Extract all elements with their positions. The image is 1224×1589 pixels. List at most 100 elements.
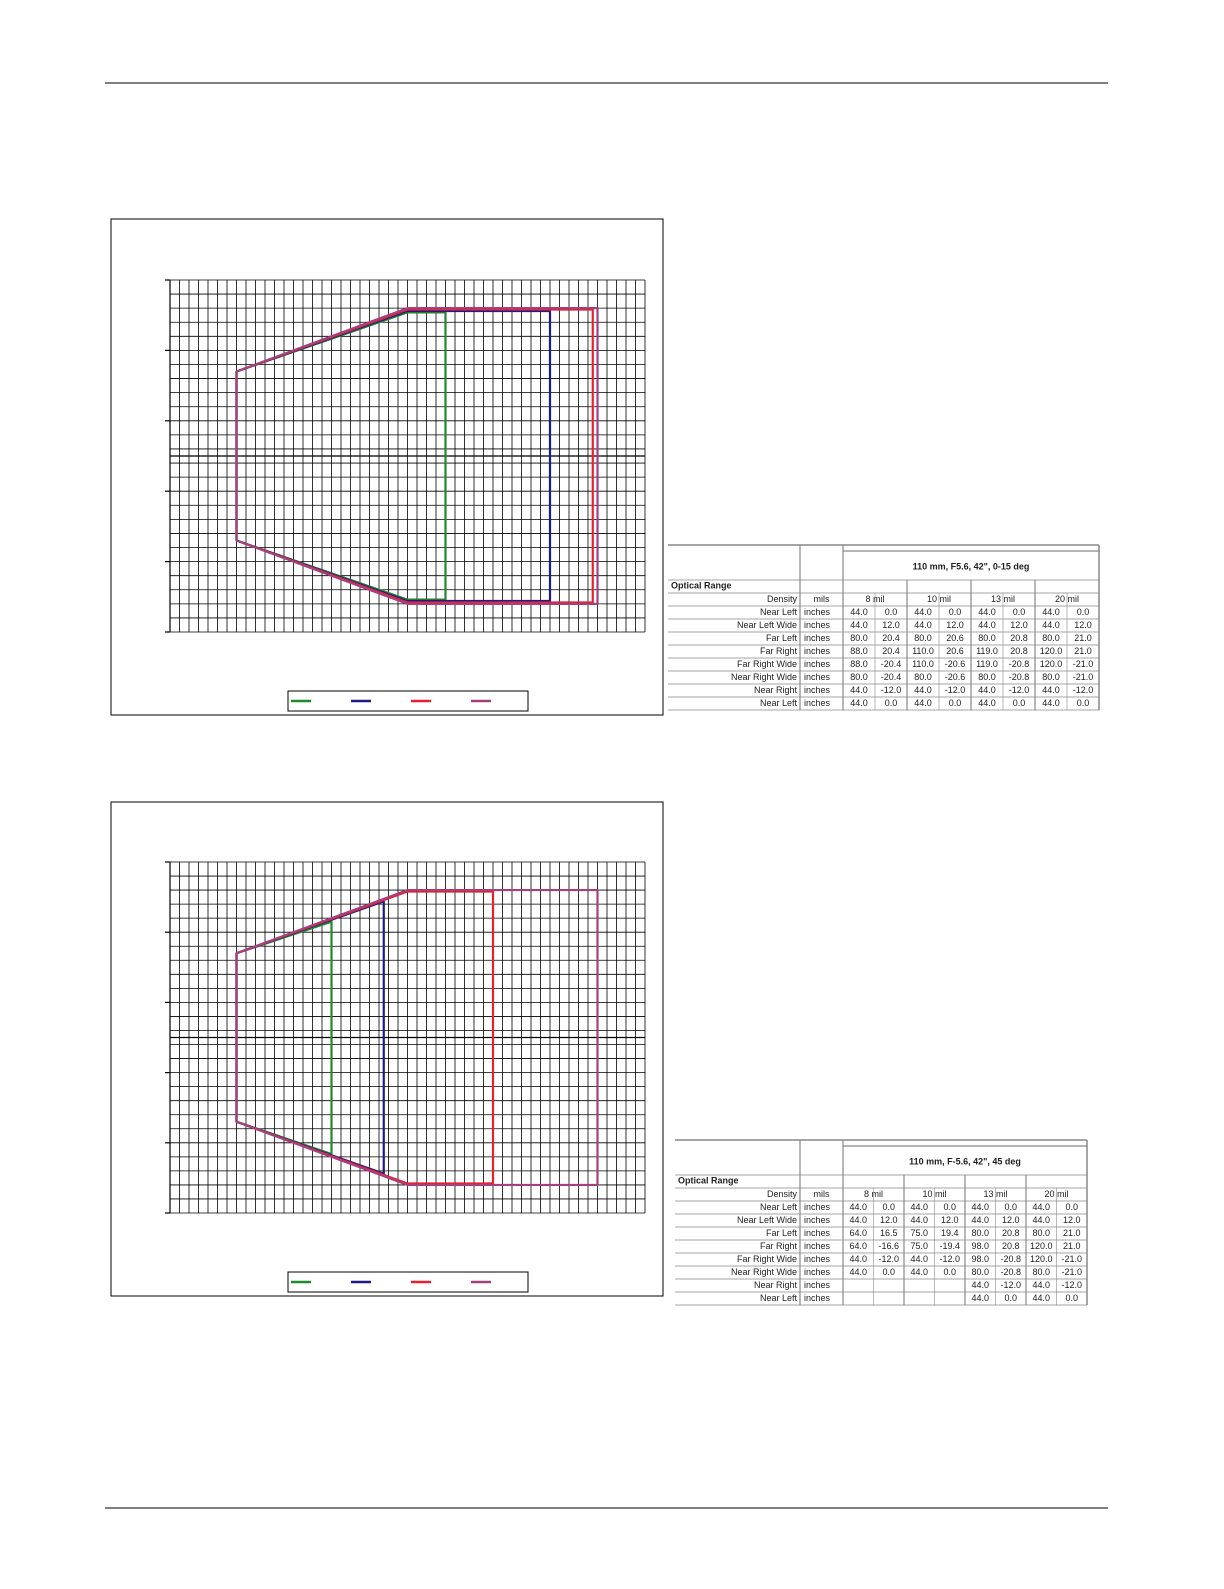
table-cell: 119.0: [976, 659, 998, 669]
table-cell: 12.0: [880, 1215, 898, 1225]
table-cell: 19.4: [941, 1228, 959, 1238]
row-label: Far Right Wide: [737, 659, 797, 669]
table-cell: 12.0: [882, 620, 900, 630]
table-cell: 80.0: [971, 1228, 989, 1238]
table-cell: 44.0: [971, 1202, 989, 1212]
table-cell: -20.4: [881, 659, 902, 669]
table-cell: 44.0: [850, 698, 868, 708]
table-cell: 120.0: [1040, 646, 1063, 656]
table-cell: 120.0: [1030, 1241, 1053, 1251]
table-cell: -12.0: [1073, 685, 1094, 695]
table-cell: 0.0: [1004, 1293, 1017, 1303]
table-cell: 0.0: [943, 1202, 956, 1212]
table-cell: -20.8: [1000, 1267, 1021, 1277]
table-cell: 44.0: [1042, 685, 1060, 695]
legend: [287, 1271, 529, 1293]
row-unit: inches: [804, 1280, 831, 1290]
row-unit: inches: [804, 633, 831, 643]
row-unit: inches: [804, 646, 831, 656]
row-unit: inches: [804, 607, 831, 617]
table-cell: 0.0: [885, 698, 898, 708]
row-label: Far Left: [766, 633, 798, 643]
row-unit: inches: [804, 685, 831, 695]
table-cell: -20.8: [1009, 659, 1030, 669]
table-cell: 20.8: [1010, 646, 1028, 656]
table-cell: 80.0: [850, 672, 868, 682]
table-cell: -20.8: [1009, 672, 1030, 682]
table-cell: 80.0: [850, 633, 868, 643]
row-unit: inches: [804, 698, 831, 708]
row-label: Near Left: [760, 1202, 798, 1212]
table-cell: 0.0: [885, 607, 898, 617]
table-cell: 0.0: [943, 1267, 956, 1277]
table-cell: 98.0: [971, 1254, 989, 1264]
table-cell: 0.0: [1065, 1202, 1078, 1212]
table-cell: 0.0: [1004, 1202, 1017, 1212]
table-cell: 44.0: [1032, 1280, 1050, 1290]
table-section: Optical Range: [678, 1175, 739, 1185]
table-cell: -12.0: [1061, 1280, 1082, 1290]
table-cell: 44.0: [850, 607, 868, 617]
table-cell: 20.8: [1002, 1241, 1020, 1251]
table-cell: 44.0: [1042, 698, 1060, 708]
table-cell: 44.0: [978, 685, 996, 695]
table-cell: 0.0: [1013, 698, 1026, 708]
table-cell: -21.0: [1061, 1254, 1082, 1264]
table-cell: 44.0: [971, 1215, 989, 1225]
table-cell: 110.0: [912, 646, 934, 656]
table-cell: 75.0: [910, 1241, 928, 1251]
row-label: Near Left: [760, 698, 798, 708]
table-cell: 20.6: [946, 633, 964, 643]
table-cell: 44.0: [914, 685, 932, 695]
chart-frame: [110, 801, 664, 1297]
table-cell: 88.0: [850, 646, 868, 656]
row-label: Near Right Wide: [731, 672, 797, 682]
series-line: [235, 888, 599, 1187]
table-cell: 44.0: [850, 620, 868, 630]
table-cell: -12.0: [939, 1254, 960, 1264]
legend: [287, 690, 529, 712]
table-cell: -21.0: [1073, 659, 1094, 669]
table-cell: -20.8: [1000, 1254, 1021, 1264]
table-header: Density: [767, 594, 798, 604]
table-cell: 75.0: [910, 1228, 928, 1238]
row-label: Near Right Wide: [731, 1267, 797, 1277]
table-cell: 44.0: [1032, 1202, 1050, 1212]
table-cell: 44.0: [910, 1267, 928, 1277]
table-cell: 44.0: [1042, 620, 1060, 630]
row-label: Near Right: [754, 1280, 798, 1290]
table-cell: 64.0: [849, 1241, 867, 1251]
table-cell: 80.0: [914, 633, 932, 643]
row-unit: inches: [804, 672, 831, 682]
table-cell: 44.0: [1032, 1215, 1050, 1225]
table-cell: 80.0: [1032, 1267, 1050, 1277]
table-cell: 44.0: [971, 1280, 989, 1290]
table-cell: -12.0: [878, 1254, 899, 1264]
row-label: Far Right: [760, 1241, 798, 1251]
table-cell: -20.6: [945, 659, 966, 669]
series-line: [235, 307, 599, 605]
table-cell: -20.4: [881, 672, 902, 682]
row-unit: inches: [804, 1254, 831, 1264]
row-label: Near Left Wide: [737, 620, 797, 630]
table-cell: 80.0: [1042, 672, 1060, 682]
table-cell: 44.0: [910, 1215, 928, 1225]
row-label: Near Right: [754, 685, 798, 695]
table-cell: 12.0: [1010, 620, 1028, 630]
table-cell: 44.0: [978, 607, 996, 617]
row-label: Near Left: [760, 1293, 798, 1303]
table-cell: 0.0: [1013, 607, 1026, 617]
table-cell: 44.0: [914, 620, 932, 630]
table-section: Optical Range: [671, 580, 732, 590]
row-unit: inches: [804, 620, 831, 630]
table-cell: 44.0: [849, 1267, 867, 1277]
table-cell: 16.5: [880, 1228, 898, 1238]
table-cell: 0.0: [949, 698, 962, 708]
row-label: Far Right: [760, 646, 798, 656]
table-cell: 44.0: [914, 698, 932, 708]
table-cell: -12.0: [1000, 1280, 1021, 1290]
table-cell: 64.0: [849, 1228, 867, 1238]
table-cell: 110.0: [912, 659, 934, 669]
row-label: Near Left Wide: [737, 1215, 797, 1225]
table-cell: 20.4: [882, 633, 900, 643]
